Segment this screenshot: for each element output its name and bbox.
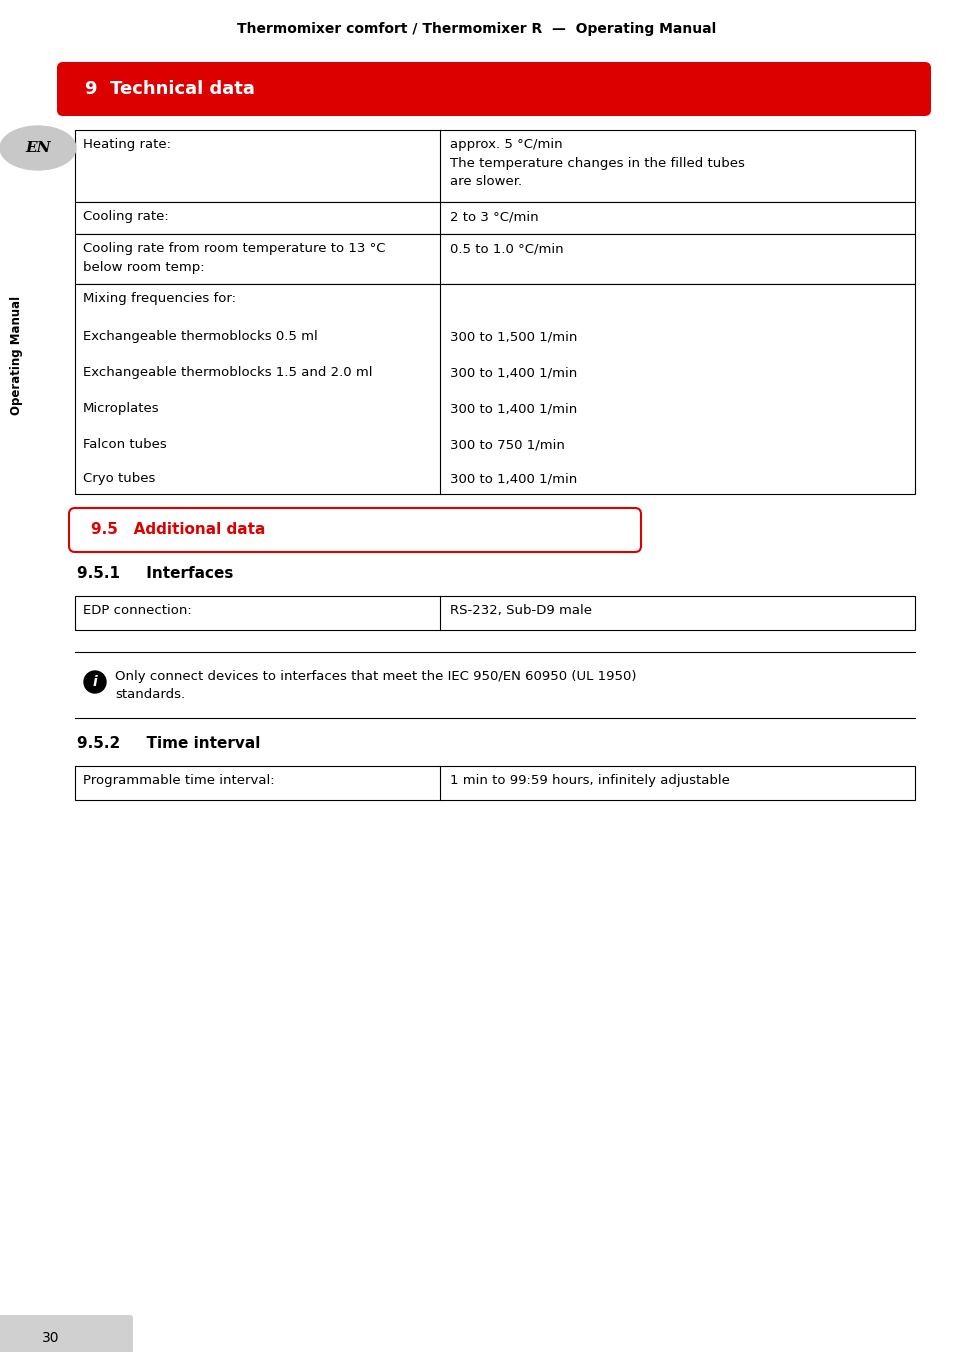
Text: Exchangeable thermoblocks 1.5 and 2.0 ml: Exchangeable thermoblocks 1.5 and 2.0 ml — [83, 366, 372, 379]
Text: 0.5 to 1.0 °C/min: 0.5 to 1.0 °C/min — [450, 242, 563, 256]
Text: 1 min to 99:59 hours, infinitely adjustable: 1 min to 99:59 hours, infinitely adjusta… — [450, 773, 729, 787]
Text: Only connect devices to interfaces that meet the IEC 950/EN 60950 (UL 1950)
stan: Only connect devices to interfaces that … — [115, 671, 636, 702]
Text: Microplates: Microplates — [83, 402, 159, 415]
Text: Heating rate:: Heating rate: — [83, 138, 171, 151]
Text: Mixing frequencies for:: Mixing frequencies for: — [83, 292, 235, 306]
Bar — [75, 201, 914, 234]
Text: 300 to 750 1/min: 300 to 750 1/min — [450, 438, 565, 452]
Text: 9.5.2     Time interval: 9.5.2 Time interval — [77, 735, 260, 750]
Text: Falcon tubes: Falcon tubes — [83, 438, 167, 452]
Bar — [75, 284, 914, 493]
Text: RS-232, Sub-D9 male: RS-232, Sub-D9 male — [450, 604, 592, 617]
FancyBboxPatch shape — [69, 508, 640, 552]
Text: Exchangeable thermoblocks 0.5 ml: Exchangeable thermoblocks 0.5 ml — [83, 330, 317, 343]
Text: 9.5   Additional data: 9.5 Additional data — [91, 522, 265, 538]
Text: i: i — [92, 675, 97, 690]
Text: 300 to 1,400 1/min: 300 to 1,400 1/min — [450, 402, 578, 415]
Text: 300 to 1,500 1/min: 300 to 1,500 1/min — [450, 330, 578, 343]
Text: approx. 5 °C/min
The temperature changes in the filled tubes
are slower.: approx. 5 °C/min The temperature changes… — [450, 138, 744, 188]
FancyBboxPatch shape — [57, 62, 930, 116]
Text: Cooling rate:: Cooling rate: — [83, 210, 169, 223]
Text: EN: EN — [25, 141, 51, 155]
Text: Thermomixer comfort / Thermomixer R  —  Operating Manual: Thermomixer comfort / Thermomixer R — Op… — [237, 22, 716, 37]
Bar — [75, 234, 914, 284]
Bar — [75, 130, 914, 201]
Text: Programmable time interval:: Programmable time interval: — [83, 773, 274, 787]
Text: 300 to 1,400 1/min: 300 to 1,400 1/min — [450, 472, 578, 485]
FancyBboxPatch shape — [0, 1315, 132, 1352]
Bar — [75, 767, 914, 800]
Text: 9.5.1     Interfaces: 9.5.1 Interfaces — [77, 566, 233, 581]
Text: 9  Technical data: 9 Technical data — [85, 80, 254, 97]
Ellipse shape — [0, 126, 76, 170]
Text: Cryo tubes: Cryo tubes — [83, 472, 155, 485]
Text: 300 to 1,400 1/min: 300 to 1,400 1/min — [450, 366, 578, 379]
Circle shape — [84, 671, 106, 694]
Text: Operating Manual: Operating Manual — [10, 296, 24, 415]
Bar — [75, 596, 914, 630]
Text: Cooling rate from room temperature to 13 °C
below room temp:: Cooling rate from room temperature to 13… — [83, 242, 385, 273]
Text: EDP connection:: EDP connection: — [83, 604, 192, 617]
Text: 2 to 3 °C/min: 2 to 3 °C/min — [450, 210, 538, 223]
Text: 30: 30 — [42, 1330, 59, 1345]
